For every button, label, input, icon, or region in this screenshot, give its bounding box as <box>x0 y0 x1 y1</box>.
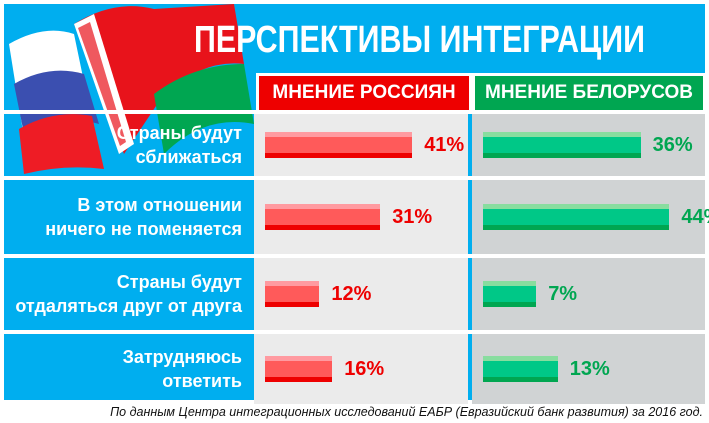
russia-cell: 31% <box>254 180 468 254</box>
belarus-bar <box>483 356 558 382</box>
row-divider <box>4 110 705 114</box>
row-divider <box>4 176 705 180</box>
belarus-value: 36% <box>652 133 693 156</box>
belarus-cell: 13% <box>472 334 705 404</box>
belarus-cell: 44% <box>472 180 709 254</box>
russia-bar <box>265 356 333 382</box>
russia-cell: 12% <box>254 258 468 330</box>
russia-value: 16% <box>344 357 385 380</box>
row-divider <box>4 254 705 258</box>
belarus-header: МНЕНИЕ БЕЛОРУСОВ <box>475 76 703 110</box>
category-label: Страны будут отдаляться друг от друга <box>15 272 242 316</box>
russia-cell: 41% <box>254 114 468 176</box>
belarus-bar <box>483 132 641 158</box>
russia-cell: 16% <box>254 334 468 404</box>
title: ПЕРСПЕКТИВЫ ИНТЕГРАЦИИ <box>194 19 645 61</box>
belarus-value: 7% <box>548 282 578 305</box>
category-label: Затрудняюсь ответить <box>122 347 242 391</box>
belarus-bar <box>483 204 670 230</box>
row-divider <box>4 330 705 334</box>
russia-value: 41% <box>424 133 465 156</box>
belarus-value: 13% <box>569 357 610 380</box>
russia-value: 31% <box>392 205 433 228</box>
russia-bar <box>265 204 381 230</box>
infographic-panel: ПЕРСПЕКТИВЫ ИНТЕГРАЦИИ МНЕНИЕ РОССИЯН МН… <box>4 4 709 404</box>
belarus-value: 44% <box>681 205 709 228</box>
category-label: Страны будут сближаться <box>116 123 242 167</box>
belarus-cell: 36% <box>472 114 705 176</box>
category-label: В этом отношении ничего не поменяется <box>45 195 242 239</box>
source-note: По данным Центра интеграционных исследов… <box>110 405 703 419</box>
russia-header: МНЕНИЕ РОССИЯН <box>259 76 469 110</box>
russia-bar <box>265 132 413 158</box>
russia-belarus-flags <box>9 4 254 174</box>
belarus-bar <box>483 281 537 307</box>
russia-bar <box>265 281 320 307</box>
russia-value: 12% <box>331 282 372 305</box>
belarus-cell: 7% <box>472 258 705 330</box>
